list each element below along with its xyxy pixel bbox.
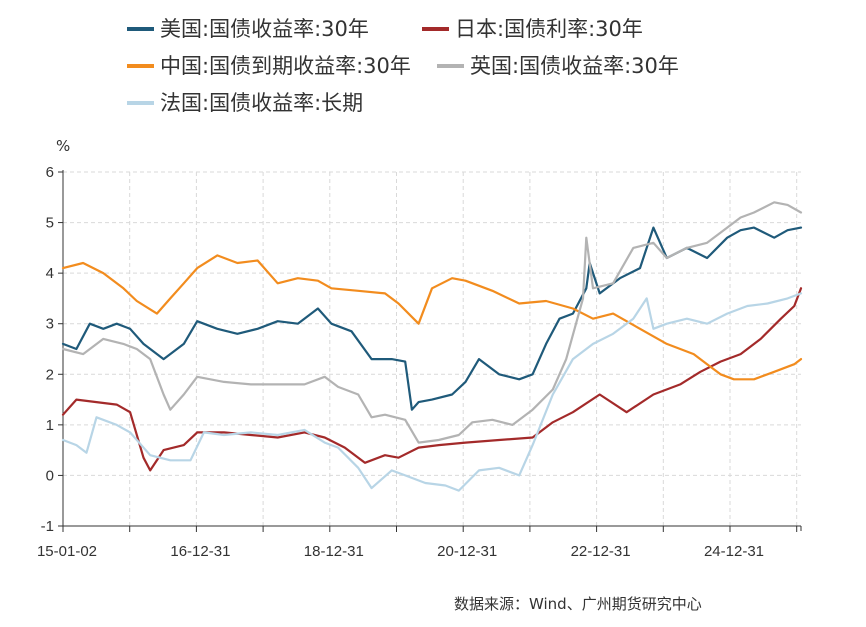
grid-lines	[63, 171, 801, 526]
legend-label: 日本:国债利率:30年	[455, 17, 643, 41]
legend-item-3: 中国:国债到期收益率:30年	[127, 54, 411, 78]
x-tick-label: 20-12-31	[437, 543, 497, 560]
legend-label: 法国:国债收益率:长期	[160, 91, 363, 115]
x-tick-label: 22-12-31	[571, 543, 631, 560]
y-tick-label: 4	[46, 265, 54, 282]
series-layer	[61, 201, 803, 492]
y-tick-label: 1	[46, 417, 54, 434]
y-tick-label: 5	[46, 215, 54, 232]
axes: -1 0 1 2 3 4 5 6 15-01-02 16-12-31 18-12-31 20-12-3…	[37, 164, 802, 560]
series-line-5	[61, 292, 803, 492]
legend-item-2: 日本:国债利率:30年	[422, 17, 643, 41]
series-line-4	[61, 201, 803, 444]
x-tick-label: 16-12-31	[170, 543, 230, 560]
series-line-2	[61, 287, 803, 472]
legend-label: 英国:国债收益率:30年	[470, 54, 679, 78]
y-tick-label: 2	[46, 366, 54, 383]
legend-label: 中国:国债到期收益率:30年	[160, 54, 411, 78]
x-tick-label: 24-12-31	[704, 543, 764, 560]
legend-item-4: 英国:国债收益率:30年	[437, 54, 679, 78]
series-line-3	[61, 254, 803, 381]
y-tick-label: 0	[46, 467, 54, 484]
source-note: 数据来源：Wind、广州期货研究中心	[454, 595, 702, 613]
legend-item-1: 美国:国债收益率:30年	[127, 17, 369, 41]
x-tick-label: 18-12-31	[304, 543, 364, 560]
legend-item-5: 法国:国债收益率:长期	[127, 91, 363, 115]
y-axis-unit: %	[56, 137, 70, 155]
y-tick-label: -1	[41, 518, 54, 535]
x-tick-label: 15-01-02	[37, 543, 97, 560]
y-tick-label: 3	[46, 316, 54, 333]
y-tick-label: 6	[46, 164, 54, 181]
legend-label: 美国:国债收益率:30年	[160, 17, 369, 41]
